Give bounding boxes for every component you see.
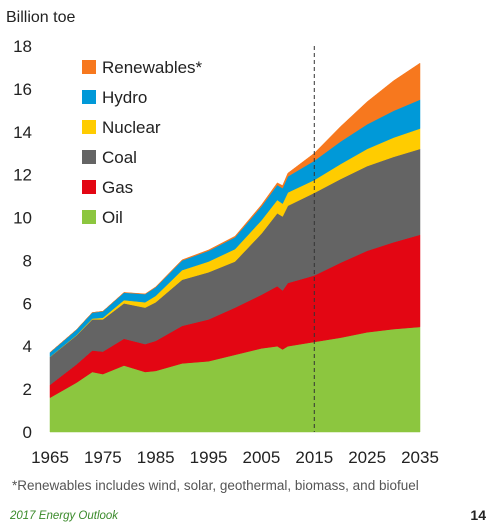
x-tick-label: 1985 (137, 448, 175, 467)
legend-swatch (82, 60, 96, 74)
legend-swatch (82, 120, 96, 134)
y-tick-label: 14 (13, 123, 32, 142)
legend-label: Coal (102, 148, 137, 167)
y-tick-label: 8 (23, 251, 32, 270)
x-tick-label: 2005 (243, 448, 281, 467)
legend: Renewables* Hydro Nuclear Coal Gas Oil (82, 58, 203, 227)
legend-label: Hydro (102, 88, 147, 107)
x-tick-label: 1975 (84, 448, 122, 467)
y-tick-label: 2 (23, 380, 32, 399)
legend-label: Oil (102, 208, 123, 227)
y-tick-label: 10 (13, 209, 32, 228)
chart-area: Billion toe 0 2 4 6 8 10 12 14 16 18 1965 1975 1985… (6, 9, 439, 467)
legend-label: Renewables* (102, 58, 203, 77)
y-tick-label: 18 (13, 37, 32, 56)
legend-swatch (82, 210, 96, 224)
y-tick-label: 6 (23, 294, 32, 313)
series-areas (49, 62, 421, 433)
y-tick-label: 4 (23, 337, 32, 356)
x-tick-label: 1995 (190, 448, 228, 467)
page-number: 14 (470, 507, 486, 523)
y-tick-label: 12 (13, 166, 32, 185)
y-tick-labels: 0 2 4 6 8 10 12 14 16 18 (13, 37, 32, 442)
y-tick-label: 16 (13, 80, 32, 99)
area-renewables (49, 62, 421, 353)
legend-swatch (82, 150, 96, 164)
y-axis-label: Billion toe (6, 9, 75, 26)
x-tick-label: 2035 (401, 448, 439, 467)
y-tick-label: 0 (23, 423, 32, 442)
x-tick-label: 2015 (295, 448, 333, 467)
x-tick-label: 1965 (31, 448, 69, 467)
legend-label: Gas (102, 178, 133, 197)
legend-label: Nuclear (102, 118, 161, 137)
x-tick-label: 2025 (348, 448, 386, 467)
x-tick-labels: 1965 1975 1985 1995 2005 2015 2025 2035 (31, 448, 439, 467)
footnote: *Renewables includes wind, solar, geothe… (12, 478, 419, 493)
legend-swatch (82, 180, 96, 194)
report-title: 2017 Energy Outlook (10, 510, 119, 522)
legend-swatch (82, 90, 96, 104)
